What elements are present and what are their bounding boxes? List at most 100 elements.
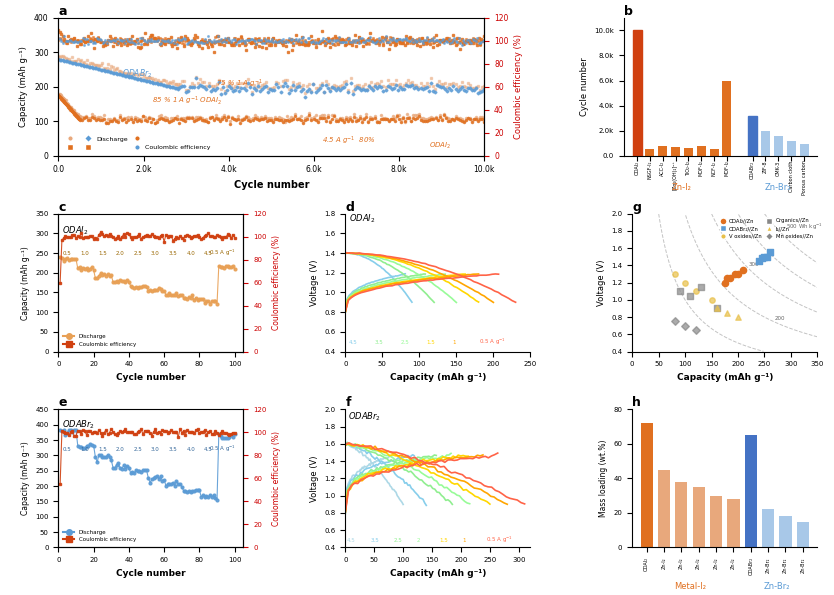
Text: 75 % 1 A g$^{-1}$: 75 % 1 A g$^{-1}$ <box>216 78 263 90</box>
Y-axis label: Capacity (mAh g⁻¹): Capacity (mAh g⁻¹) <box>19 46 28 127</box>
Bar <box>780 516 791 547</box>
I₂//Zn <box>721 308 734 318</box>
Bar <box>658 146 667 156</box>
Text: 0.5: 0.5 <box>63 447 72 452</box>
Bar <box>676 482 687 547</box>
Text: 4.5: 4.5 <box>203 251 213 256</box>
Legend: ODAI₂//Zn, ODABr₂//Zn, V oxides//Zn, Organics//Zn, I₂//Zn, Mn oxides//Zn: ODAI₂//Zn, ODABr₂//Zn, V oxides//Zn, Org… <box>716 217 815 241</box>
Text: 0.5 A g$^{-1}$: 0.5 A g$^{-1}$ <box>479 337 505 347</box>
Y-axis label: Voltage (V): Voltage (V) <box>309 455 319 502</box>
Bar <box>762 509 774 547</box>
Y-axis label: Mass loading (wt.%): Mass loading (wt.%) <box>599 440 608 517</box>
Y-axis label: Coulombic efficiency (%): Coulombic efficiency (%) <box>272 235 281 330</box>
Organics//Zn <box>684 291 697 300</box>
Bar <box>641 423 653 547</box>
Text: $ODAI_2$: $ODAI_2$ <box>429 141 451 151</box>
Text: 2.5: 2.5 <box>133 251 142 256</box>
Bar <box>693 487 705 547</box>
Text: h: h <box>632 396 641 409</box>
Text: 4.5 A g$^{-1}$  80%: 4.5 A g$^{-1}$ 80% <box>323 134 376 147</box>
ODABr₂//Zn <box>755 253 768 263</box>
Text: 1.0: 1.0 <box>80 251 89 256</box>
X-axis label: Cycle number: Cycle number <box>116 373 186 382</box>
Bar <box>727 499 740 547</box>
I₂//Zn <box>731 312 745 322</box>
Text: 4.5: 4.5 <box>349 340 358 345</box>
Text: 3.0: 3.0 <box>151 447 160 452</box>
Bar <box>774 136 783 156</box>
Text: g: g <box>632 201 641 214</box>
Text: 4.5: 4.5 <box>203 447 213 452</box>
Text: Zn-Br₂: Zn-Br₂ <box>765 183 791 192</box>
Text: 3.5: 3.5 <box>168 251 178 256</box>
Text: $ODABr_2$: $ODABr_2$ <box>62 419 95 431</box>
ODAI₂//Zn <box>718 278 731 287</box>
Text: 0.5 A g$^{-1}$: 0.5 A g$^{-1}$ <box>486 535 513 546</box>
Legend: Discharge, Coulombic efficiency: Discharge, Coulombic efficiency <box>61 527 138 544</box>
Text: 1.5: 1.5 <box>98 251 107 256</box>
I₂//Zn <box>711 303 724 313</box>
Text: a: a <box>58 5 67 18</box>
Text: 2.5: 2.5 <box>394 538 402 543</box>
Text: 500 Wh kg$^{-1}$: 500 Wh kg$^{-1}$ <box>786 222 822 233</box>
Text: f: f <box>345 396 351 409</box>
Organics//Zn <box>673 286 686 296</box>
ODAI₂//Zn <box>723 274 736 283</box>
Bar <box>722 80 731 156</box>
Text: c: c <box>58 201 66 214</box>
Y-axis label: Coulombic efficiency (%): Coulombic efficiency (%) <box>272 431 281 526</box>
ODAI₂//Zn <box>731 270 745 279</box>
Text: 3.5: 3.5 <box>168 447 178 452</box>
Bar <box>646 149 655 156</box>
Text: 1: 1 <box>453 340 456 345</box>
Y-axis label: Cycle number: Cycle number <box>580 58 589 116</box>
X-axis label: Capacity (mAh g⁻¹): Capacity (mAh g⁻¹) <box>389 569 486 578</box>
Bar <box>745 436 757 547</box>
Text: 1.5: 1.5 <box>440 538 449 543</box>
Mn oxides//Zn <box>689 325 702 335</box>
Text: 2.5: 2.5 <box>133 447 142 452</box>
Bar <box>800 145 808 156</box>
Text: Zn-Br₂: Zn-Br₂ <box>764 582 790 591</box>
X-axis label: Cycle number: Cycle number <box>116 569 186 578</box>
Text: 2.0: 2.0 <box>116 251 124 256</box>
Text: 4.5: 4.5 <box>347 538 356 543</box>
Y-axis label: Capacity (mAh g⁻¹): Capacity (mAh g⁻¹) <box>21 441 29 515</box>
V oxides//Zn <box>705 295 718 305</box>
Text: 0.5 A g$^{-1}$: 0.5 A g$^{-1}$ <box>208 248 236 258</box>
ODAI₂//Zn <box>721 274 734 283</box>
Bar <box>671 147 680 156</box>
Y-axis label: Voltage (V): Voltage (V) <box>596 259 605 306</box>
Y-axis label: Coulombic efficiency (%): Coulombic efficiency (%) <box>514 35 523 139</box>
Bar <box>761 131 770 156</box>
Bar <box>632 30 641 156</box>
Text: 1.5: 1.5 <box>427 340 435 345</box>
Organics//Zn <box>694 282 707 292</box>
Bar <box>696 146 706 156</box>
Bar <box>710 496 722 547</box>
Text: 3.5: 3.5 <box>375 340 384 345</box>
Text: Metal-I₂: Metal-I₂ <box>674 582 706 591</box>
Text: Zn-I₂: Zn-I₂ <box>672 183 692 192</box>
Text: 300: 300 <box>749 262 759 267</box>
Bar <box>710 149 719 156</box>
Text: 3.5: 3.5 <box>370 538 379 543</box>
Text: 1.5: 1.5 <box>98 447 107 452</box>
Text: 2.0: 2.0 <box>116 447 124 452</box>
Text: $ODAI_2$: $ODAI_2$ <box>62 224 88 237</box>
Text: b: b <box>624 5 632 18</box>
X-axis label: Capacity (mAh g⁻¹): Capacity (mAh g⁻¹) <box>389 373 486 382</box>
Bar <box>786 140 796 156</box>
ODAI₂//Zn <box>729 270 742 279</box>
Text: e: e <box>58 396 67 409</box>
Text: 1.0: 1.0 <box>80 447 89 452</box>
Bar <box>796 522 809 547</box>
Text: 85 % 1 A g$^{-1}$ $ODAI_2$: 85 % 1 A g$^{-1}$ $ODAI_2$ <box>152 94 223 107</box>
Text: 4.0: 4.0 <box>186 447 195 452</box>
ODAI₂//Zn <box>736 265 750 274</box>
Organics//Zn <box>711 303 724 313</box>
Y-axis label: Voltage (V): Voltage (V) <box>309 259 319 306</box>
X-axis label: Cycle number: Cycle number <box>234 180 309 190</box>
Y-axis label: Capacity (mAh g⁻¹): Capacity (mAh g⁻¹) <box>21 246 29 320</box>
Text: 200: 200 <box>775 315 786 321</box>
